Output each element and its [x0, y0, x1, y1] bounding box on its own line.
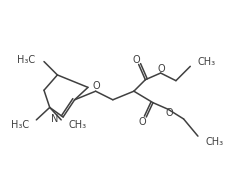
Text: H₃C: H₃C: [17, 55, 35, 65]
Text: CH₃: CH₃: [198, 57, 216, 66]
Text: N: N: [51, 114, 58, 124]
Text: O: O: [158, 64, 165, 74]
Text: CH₃: CH₃: [206, 137, 224, 147]
Text: O: O: [139, 117, 146, 127]
Text: O: O: [93, 81, 100, 91]
Text: H₃C: H₃C: [11, 120, 29, 130]
Text: O: O: [165, 108, 173, 118]
Text: O: O: [133, 55, 141, 65]
Text: CH₃: CH₃: [69, 120, 87, 130]
